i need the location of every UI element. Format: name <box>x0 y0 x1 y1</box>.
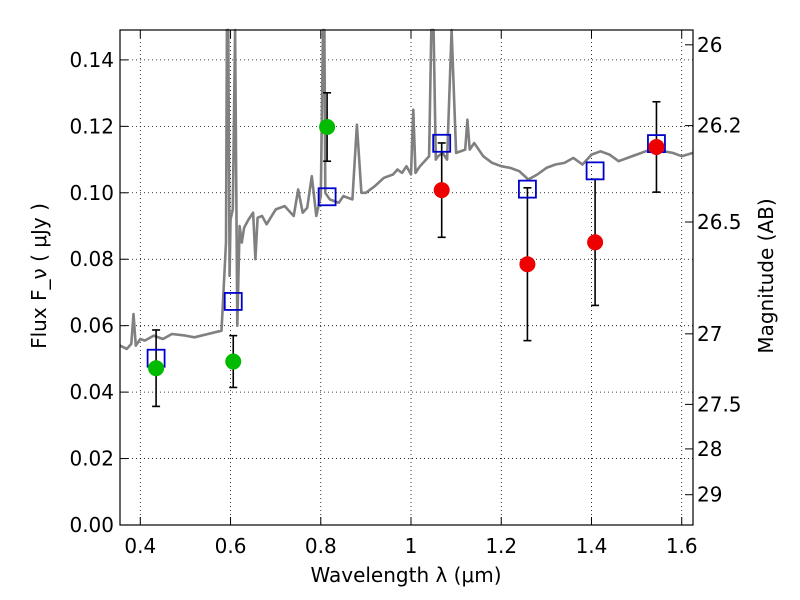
x-tick-label: 0.8 <box>305 534 337 558</box>
model-point-square <box>518 179 537 199</box>
marker-layer <box>146 119 666 377</box>
x-tick-label: 1 <box>405 534 418 558</box>
model-spectrum-line <box>119 28 694 351</box>
x-tick-label: 1.4 <box>576 534 608 558</box>
y-tick-label: 0.08 <box>69 247 114 271</box>
nir-data-point <box>648 138 665 155</box>
y2-tick-label: 26 <box>697 33 722 57</box>
grid-lines <box>120 30 693 526</box>
y2-tick-label: 27.5 <box>697 392 742 416</box>
optical-data-point <box>148 360 165 377</box>
y-tick-label: 0.00 <box>69 513 114 537</box>
x-tick-label: 1.2 <box>485 534 517 558</box>
y-tick-label: 0.10 <box>69 181 114 205</box>
y-tick-label: 0.14 <box>69 48 114 72</box>
model-point-square <box>585 161 605 181</box>
y2-tick-label: 29 <box>697 483 722 507</box>
y-tick-label: 0.04 <box>69 380 114 404</box>
y-tick-label: 0.02 <box>69 447 114 471</box>
y-tick-label: 0.06 <box>69 314 114 338</box>
x-tick-label: 0.6 <box>215 534 247 558</box>
y2-axis-label: Magnitude (AB) <box>754 198 778 353</box>
y2-tick-label: 28 <box>697 437 722 461</box>
model-point-square <box>432 133 452 153</box>
model-point-square <box>223 292 243 311</box>
x-tick-label: 1.6 <box>666 534 698 558</box>
plot-frame <box>119 29 694 526</box>
y2-tick-label: 26.2 <box>697 114 742 138</box>
nir-data-point <box>519 256 536 273</box>
y2-tick-label: 27 <box>697 322 722 346</box>
y-axis-label: Flux F_ν ( μJy ) <box>27 203 51 349</box>
model-point-square <box>317 187 337 207</box>
x-tick-label: 0.4 <box>124 534 156 558</box>
y2-tick-label: 26.5 <box>697 210 742 234</box>
y-tick-label: 0.12 <box>69 114 114 138</box>
tick-label-layer: 0.4 0.6 0.8 1 1.2 1.4 1.6 0.00 0.02 0.04 0.06 0.08 0… <box>69 33 741 558</box>
optical-data-point <box>225 353 242 370</box>
nir-data-point <box>587 234 604 251</box>
x-axis-label: Wavelength λ (μm) <box>310 563 501 587</box>
spectrum-layer <box>119 28 694 351</box>
tick-layer <box>120 30 693 526</box>
optical-data-point <box>319 119 336 136</box>
nir-data-point <box>433 182 450 199</box>
